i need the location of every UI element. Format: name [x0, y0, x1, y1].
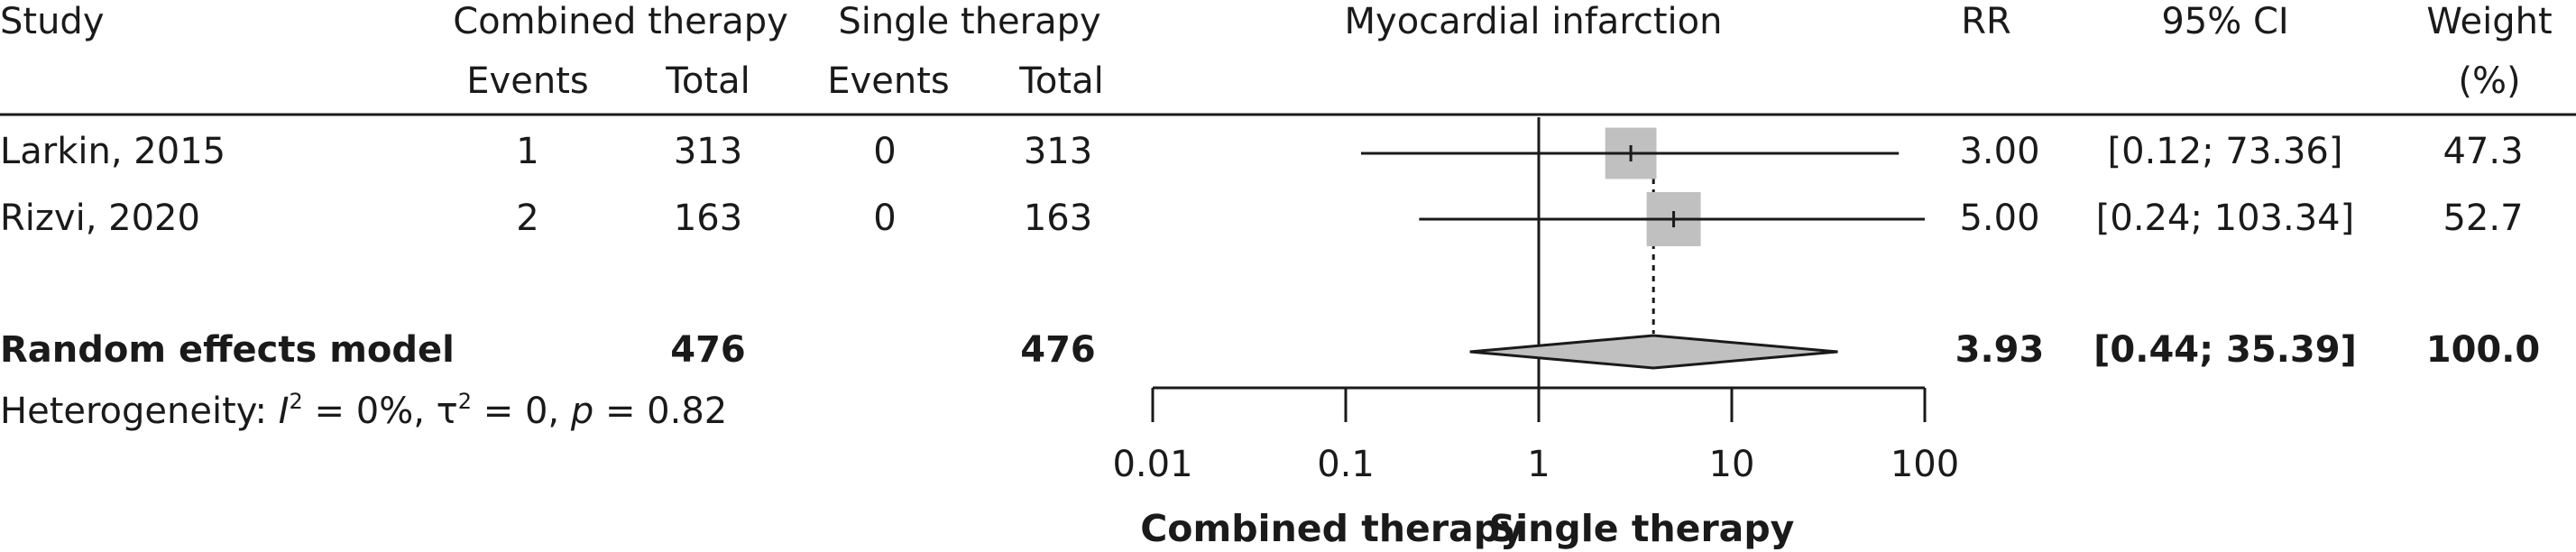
x-axis-tick-label: 1 [1527, 444, 1550, 485]
header-study: Study [0, 1, 105, 42]
study-name: Rizvi, 2020 [0, 198, 200, 239]
study-events-combined: 1 [516, 131, 539, 172]
p-symbol: p [570, 391, 594, 432]
heterogeneity-prefix: Heterogeneity: [0, 391, 279, 432]
header-events-combined: Events [466, 60, 589, 102]
pooled-ci: [0.44; 35.39] [2093, 329, 2357, 371]
header-total-combined: Total [666, 60, 750, 102]
axis-label-combined-therapy: Combined therapy [1140, 507, 1524, 550]
heterogeneity-text: Heterogeneity: I2 = 0%, τ2 = 0, p = 0.82 [0, 391, 728, 432]
tau-squared-value: = 0, [472, 391, 571, 432]
study-ci: [0.24; 103.34] [2095, 198, 2355, 239]
axis-label-single-therapy: Single therapy [1488, 507, 1795, 550]
x-axis-tick-label: 0.1 [1317, 444, 1375, 485]
header-ci: 95% CI [2161, 1, 2289, 42]
pooled-weight: 100.0 [2425, 329, 2541, 371]
p-value: = 0.82 [593, 391, 728, 432]
pooled-rr: 3.93 [1955, 329, 2045, 371]
x-axis-tick-label: 10 [1709, 444, 1755, 485]
pooled-label: Random effects model [0, 329, 455, 371]
i-squared-exponent: 2 [289, 389, 303, 414]
tau-squared-exponent: 2 [457, 389, 473, 414]
study-events-single: 0 [873, 198, 897, 239]
study-weight: 52.7 [2443, 198, 2524, 239]
header-combined-therapy: Combined therapy [453, 1, 788, 42]
i-squared-symbol: I [278, 391, 290, 432]
header-total-single: Total [1019, 60, 1104, 102]
header-weight-unit: (%) [2458, 60, 2521, 102]
study-ci: [0.12; 73.36] [2107, 131, 2343, 172]
study-weight: 47.3 [2443, 131, 2524, 172]
header-outcome: Myocardial infarction [1344, 1, 1723, 42]
x-axis-tick-label: 100 [1891, 444, 1959, 485]
i-squared-value: = 0%, τ [302, 391, 458, 432]
study-total-single: 163 [1023, 198, 1093, 239]
header-events-single: Events [827, 60, 950, 102]
study-total-combined: 313 [673, 131, 743, 172]
study-rr: 5.00 [1959, 198, 2040, 239]
x-axis-tick-label: 0.01 [1112, 444, 1192, 485]
study-rr: 3.00 [1959, 131, 2040, 172]
header-single-therapy: Single therapy [838, 1, 1101, 42]
pooled-total-combined: 476 [670, 329, 746, 371]
study-events-combined: 2 [516, 198, 539, 239]
study-total-single: 313 [1023, 131, 1093, 172]
study-total-combined: 163 [673, 198, 743, 239]
pooled-diamond [1469, 334, 1838, 370]
study-name: Larkin, 2015 [0, 131, 226, 172]
pooled-total-single: 476 [1020, 329, 1096, 371]
study-events-single: 0 [873, 131, 897, 172]
header-weight: Weight [2426, 1, 2553, 42]
header-rr: RR [1961, 1, 2011, 42]
